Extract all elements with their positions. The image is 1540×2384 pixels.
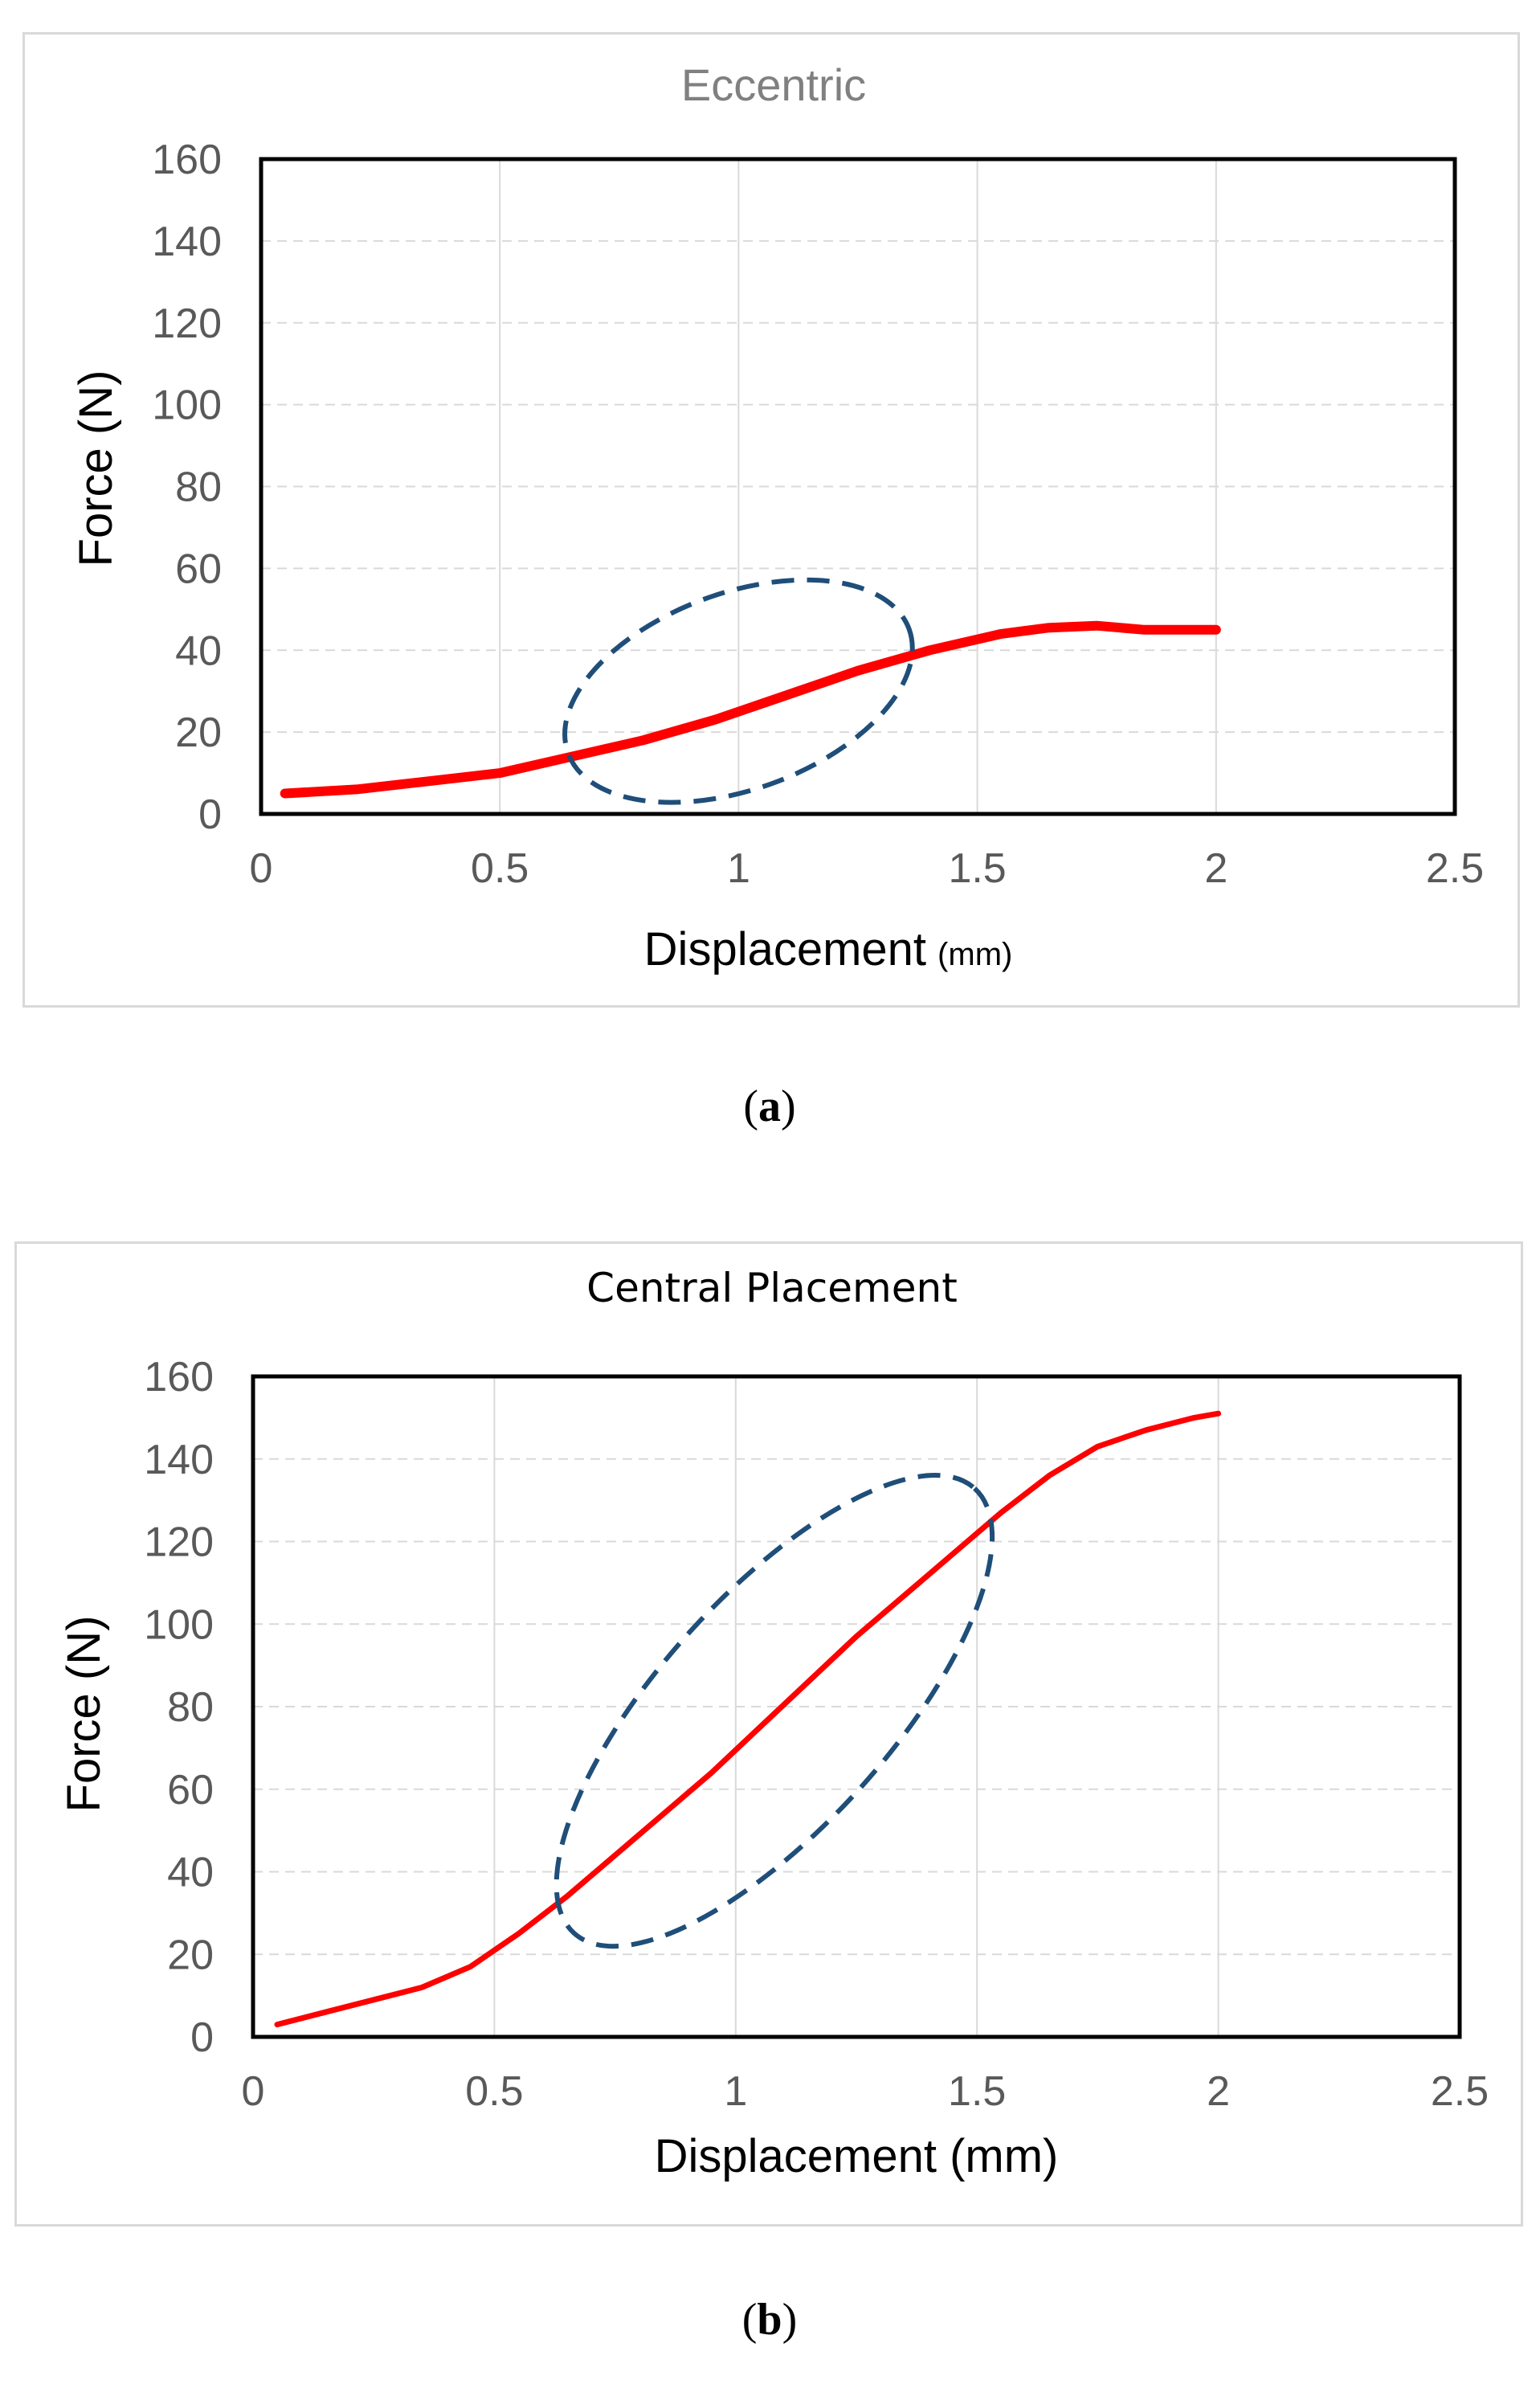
y-axis-title: Force (N): [58, 1616, 110, 1813]
x-axis-label: Displacement: [644, 923, 926, 975]
chart-central-placement: Central Placement 020406080100120140160 …: [58, 1265, 1489, 2182]
y-tick-label: 140: [144, 1437, 214, 1483]
y-axis-ticks: 0 20 40 60 80 100 120 140 160: [144, 1354, 214, 2061]
x-tick-label: 2.5: [1431, 2068, 1489, 2115]
caption-b: (b): [741, 2295, 798, 2345]
chart-panel-central-placement: Central Placement 0 20 40 60 80 100 120 140 160 …: [14, 1241, 1523, 2227]
y-axis-title: Force (N): [70, 370, 122, 567]
y-tick-label: 80: [175, 464, 222, 511]
x-axis-unit: (mm): [937, 937, 1012, 972]
x-tick-label: 1: [724, 2068, 747, 2115]
grid: [261, 159, 1455, 814]
chart-title: Central Placement: [586, 1265, 958, 1311]
y-tick-label: 80: [167, 1684, 214, 1731]
x-axis-title: Displacement (mm): [655, 2130, 1059, 2182]
y-tick-label: 20: [175, 709, 222, 756]
x-axis-ticks: 0 0.5 1 1.5 2 2.5: [242, 2068, 1489, 2115]
y-tick-label: 140: [152, 219, 222, 265]
y-tick-label: 100: [144, 1601, 214, 1648]
caption-a: (a): [743, 1082, 796, 1131]
y-tick-label: 120: [144, 1519, 214, 1566]
caption-b-letter: b: [757, 2295, 782, 2345]
plot-area-border: [259, 157, 1457, 816]
highlight-ellipse: [554, 1473, 995, 1949]
y-tick-label: 60: [175, 546, 222, 592]
highlight-ellipse: [562, 577, 915, 805]
y-tick-label: 40: [167, 1850, 214, 1896]
y-tick-label: 100: [152, 382, 222, 429]
annotations: [562, 577, 915, 805]
x-tick-label: 0.5: [465, 2068, 523, 2115]
y-tick-label: 120: [152, 301, 222, 347]
x-axis-ticks: 0 0.5 1 1.5 2 2.5: [250, 845, 1485, 892]
series: [274, 1410, 1222, 2028]
series: [280, 620, 1221, 799]
y-tick-label: 0: [198, 791, 222, 838]
x-tick-label: 2: [1207, 2068, 1230, 2115]
grid: [253, 1376, 1460, 2037]
x-tick-label: 0: [242, 2068, 265, 2115]
x-tick-label: 0.5: [471, 845, 529, 892]
y-tick-label: 60: [167, 1767, 214, 1814]
chart-eccentric: Eccentric 0 20 40 60 80 100 120 140 160 0 0.5 1 1.5…: [70, 59, 1485, 975]
x-tick-label: 0: [250, 845, 273, 892]
x-tick-label: 1: [727, 845, 750, 892]
y-tick-label: 160: [152, 137, 222, 183]
x-tick-label: 2.5: [1426, 845, 1484, 892]
annotations: [554, 1473, 995, 1949]
x-tick-label: 1.5: [948, 845, 1006, 892]
chart-panel-eccentric: Eccentric 0 20 40 60 80 100 120 140 160 0 0.5 1 1.5…: [22, 32, 1520, 1008]
y-tick-label: 40: [175, 628, 222, 674]
y-tick-label: 20: [167, 1932, 214, 1978]
x-tick-label: 1.5: [948, 2068, 1006, 2115]
y-tick-label: 160: [144, 1354, 214, 1401]
chart-title: Eccentric: [681, 59, 866, 110]
y-tick-label: 0: [190, 2014, 214, 2061]
caption-a-letter: a: [758, 1082, 781, 1131]
y-axis-ticks: 0 20 40 60 80 100 120 140 160: [152, 137, 222, 838]
x-axis-title: Displacement (mm): [644, 923, 1013, 975]
series-line: [280, 620, 1221, 799]
x-tick-label: 2: [1204, 845, 1228, 892]
plot-area-border: [251, 1374, 1462, 2039]
series-line: [274, 1410, 1222, 2028]
